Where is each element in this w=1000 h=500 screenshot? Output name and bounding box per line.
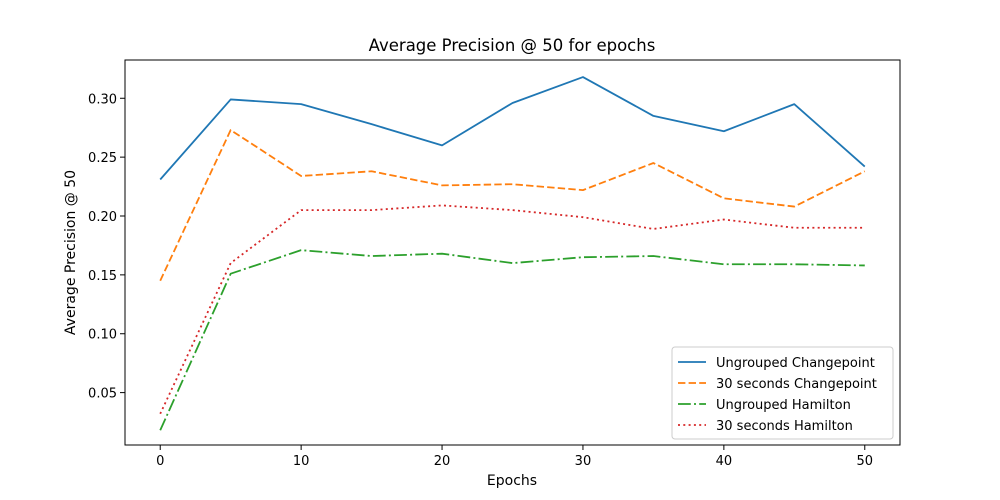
- legend-label: Ungrouped Changepoint: [716, 356, 875, 371]
- series-line-1: [159, 76, 866, 181]
- y-tick-label: 0.15: [88, 269, 117, 284]
- plot-area-frame: [124, 59, 901, 446]
- legend-label: Ungrouped Hamilton: [716, 398, 851, 413]
- legend-box: [671, 346, 894, 440]
- series-line-2: [159, 129, 866, 282]
- y-tick-label: 0.10: [88, 328, 117, 343]
- y-axis-title: Average Precision @ 50: [63, 170, 79, 335]
- chart-title: Average Precision @ 50 for epochs: [369, 36, 656, 55]
- y-tick-label: 0.25: [88, 151, 117, 166]
- x-tick-label: 10: [293, 454, 310, 469]
- x-axis-title: Epochs: [487, 473, 537, 489]
- x-tick-label: 30: [575, 454, 592, 469]
- x-tick-label: 50: [856, 454, 873, 469]
- y-tick-label: 0.05: [88, 387, 117, 402]
- y-tick-label: 0.20: [88, 210, 117, 225]
- legend: Ungrouped Changepoint 30 seconds Changepo…: [671, 346, 894, 440]
- plot-lines: [159, 76, 866, 431]
- legend-label: 30 seconds Hamilton: [716, 419, 853, 434]
- series-line-3: [159, 249, 865, 431]
- x-tick-label: 40: [716, 454, 733, 469]
- y-tick-label: 0.30: [88, 92, 117, 107]
- x-tick-label: 0: [156, 454, 164, 469]
- x-tick-label: 20: [434, 454, 451, 469]
- axis-ticks: 0 10 20 30 40 50 0.05 0.10 0.15 0.20 0.25 0.30: [88, 92, 873, 469]
- legend-label: 30 seconds Changepoint: [716, 377, 877, 392]
